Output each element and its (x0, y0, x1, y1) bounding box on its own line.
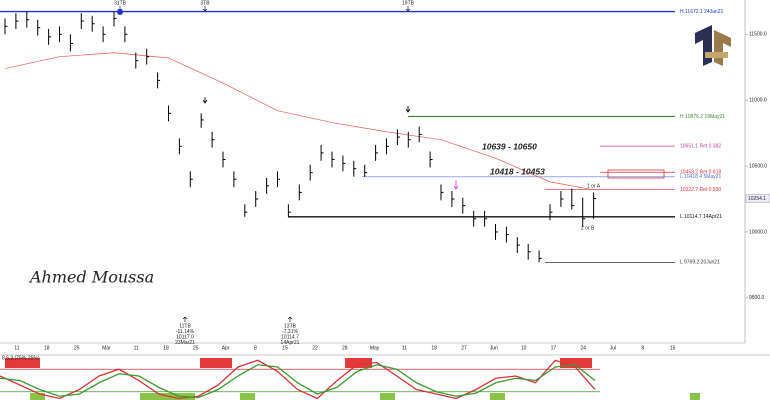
x-tick-label: Jun (490, 345, 498, 351)
x-tick-label: 11 (134, 345, 139, 351)
overbought-block (5, 358, 40, 368)
x-tick-label: 11 (14, 345, 19, 351)
x-tick-label: 22 (312, 345, 318, 351)
stoch-line (0, 364, 596, 399)
x-tick-label: 18 (431, 345, 437, 351)
x-tick-label: 25 (74, 345, 80, 351)
overbought-block (560, 358, 592, 368)
x-tick-label: Apr (222, 345, 230, 351)
note-text: 10114.7 (281, 334, 299, 340)
level-label: L 9769.2 20Jun21 (680, 260, 720, 266)
note-arrow (182, 316, 188, 322)
y-tick-label: 11000.0 (749, 97, 767, 103)
overbought-block (200, 358, 232, 368)
x-tick-label: Mar (102, 345, 111, 351)
note-text: -7.31% (282, 329, 298, 335)
arrow (202, 97, 411, 113)
arrow (453, 180, 459, 190)
oversold-block (690, 393, 700, 400)
logo-shape (705, 52, 728, 58)
x-tick-label: 11 (402, 345, 407, 351)
oversold-block (490, 393, 505, 400)
marker-dot (117, 9, 123, 15)
x-tick-label: 25 (193, 345, 199, 351)
oversold-block (30, 393, 45, 400)
level-label: H 10876.2 19May21 (680, 114, 725, 120)
x-tick-label: 15 (670, 345, 676, 351)
x-tick-label: 8 (254, 345, 257, 351)
x-tick-label: 18 (44, 345, 50, 351)
stoch-label: 8,5,3 (75%-25%) (2, 355, 40, 361)
oversold-block (240, 393, 255, 400)
x-tick-label: 18 (163, 345, 169, 351)
annotation: 10639 - 10650 (482, 141, 537, 151)
target-box (607, 169, 665, 179)
annotation: 10418 - 10453 (490, 166, 545, 176)
last-price-box (745, 194, 770, 203)
x-tick-label: 24 (580, 345, 586, 351)
annotation: 2 or B (581, 225, 595, 231)
level-label: H 11672.1 24Jan21 (680, 9, 723, 15)
x-tick-label: Jul (610, 345, 616, 351)
top-arrow (405, 6, 411, 12)
moving-average (4, 52, 594, 191)
signature: Ahmed Moussa (28, 268, 154, 287)
x-tick-label: 15 (282, 345, 288, 351)
y-tick-label: 10000.0 (749, 229, 767, 235)
x-tick-label: 27 (461, 345, 467, 351)
x-tick-label: 8 (641, 345, 644, 351)
y-tick-label: 11500.0 (749, 32, 767, 38)
level-label: L 10114.7 14Apr21 (680, 214, 722, 220)
top-marker: 3TB (200, 0, 210, 6)
note-text: 11TB (179, 323, 191, 329)
x-tick-label: 10 (521, 345, 527, 351)
x-tick-label: 17 (551, 345, 557, 351)
level-label: 10453.2 Ret 0.618 (680, 170, 721, 176)
note-text: 13TB (284, 323, 297, 329)
y-tick-label: 9500.0 (749, 295, 765, 301)
level-label: L 10418.4 5May21 (680, 174, 721, 180)
last-price-label: 10254.1 (748, 196, 766, 202)
logo (695, 25, 731, 66)
x-tick-label: May (370, 345, 380, 351)
level-label: 10322.7 Ret 0.500 (680, 187, 721, 193)
annotation: 1 or A (587, 183, 601, 189)
top-arrow (202, 6, 208, 12)
top-marker: 31TB (114, 0, 127, 6)
top-marker: 19TB (402, 0, 415, 6)
oversold-block (380, 393, 395, 400)
note-text: 23Mar21 (175, 340, 195, 346)
overbought-block (345, 358, 372, 368)
stoch-line (0, 359, 596, 400)
y-tick-label: 10500.0 (749, 163, 767, 169)
x-tick-label: 28 (342, 345, 348, 351)
note-text: 10117.0 (176, 334, 194, 340)
level-label: 10651.1 Ret 0.382 (680, 143, 721, 149)
note-text: 14Apr21 (281, 340, 300, 346)
note-arrow (287, 316, 293, 322)
note-text: -11.14% (176, 329, 195, 335)
